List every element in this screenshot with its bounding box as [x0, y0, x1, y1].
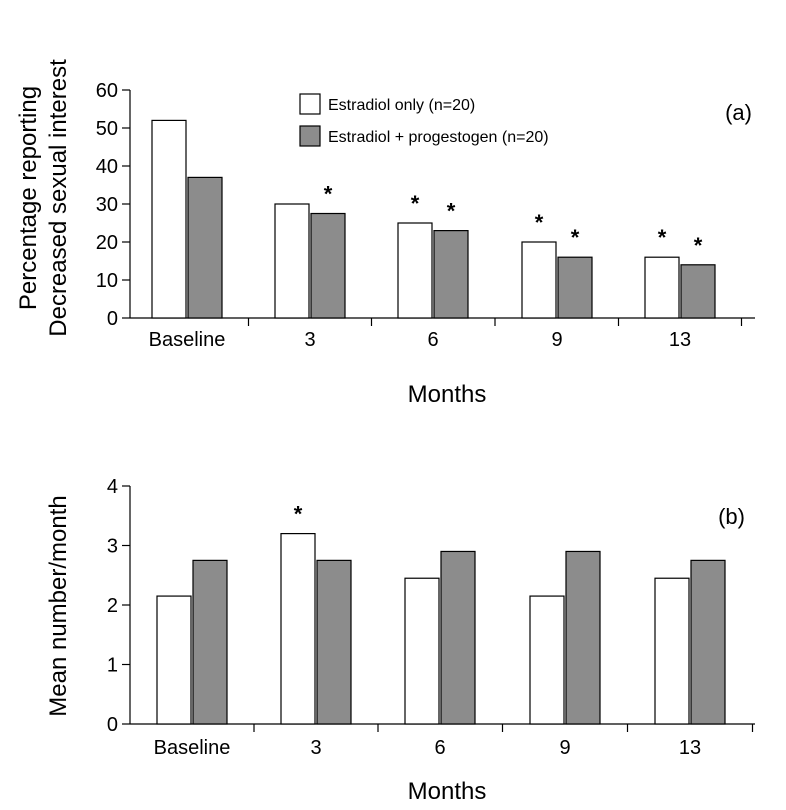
bar-estradiol-progestogen-6 — [433, 230, 469, 319]
x-tick-label: 13 — [669, 329, 691, 351]
bar-estradiol-only-6 — [397, 222, 433, 319]
legend-swatch — [299, 125, 321, 147]
x-axis-title: Months — [408, 381, 487, 408]
y-tick-label: 40 — [96, 156, 118, 178]
bar-estradiol-progestogen-3 — [316, 559, 352, 725]
bar-estradiol-progestogen-3 — [310, 212, 346, 319]
x-axis-title: Months — [408, 778, 487, 805]
bar-estradiol-progestogen-baseline — [192, 559, 228, 725]
y-tick-label: 60 — [96, 80, 118, 102]
significance-marker: * — [447, 199, 456, 224]
y-tick-label: 30 — [96, 194, 118, 216]
bar-estradiol-only-3 — [274, 203, 310, 319]
x-tick-label: Baseline — [154, 737, 231, 759]
significance-marker: * — [658, 225, 667, 250]
x-tick-label: 9 — [559, 737, 570, 759]
bar-estradiol-progestogen-13 — [690, 559, 726, 725]
bar-estradiol-progestogen-baseline — [187, 176, 223, 319]
chart-panel-a: 0 10 20 30 40 50 60 Baseline 3 6 9 13 * * * * * * * Months P… — [15, 59, 755, 408]
significance-marker: * — [324, 182, 333, 207]
y-tick-label: 50 — [96, 118, 118, 140]
bar-estradiol-only-9 — [529, 595, 565, 725]
bar-estradiol-only-13 — [654, 577, 690, 725]
x-tick-label: 13 — [679, 737, 701, 759]
bar-estradiol-progestogen-13 — [680, 264, 716, 319]
y-tick-label: 10 — [96, 270, 118, 292]
panel-label: (b) — [718, 504, 745, 529]
legend: Estradiol only (n=20) Estradiol + progest… — [299, 93, 549, 147]
x-tick-label: 3 — [304, 329, 315, 351]
y-axis-title: Decreased sexual interest — [45, 59, 72, 337]
bar-estradiol-progestogen-6 — [440, 550, 476, 725]
bar-estradiol-only-baseline — [156, 595, 192, 725]
significance-marker: * — [411, 191, 420, 216]
legend-label: Estradiol only (n=20) — [328, 97, 475, 114]
x-tick-label: 3 — [310, 737, 321, 759]
y-tick-label: 4 — [107, 476, 118, 498]
bar-estradiol-only-baseline — [151, 119, 187, 319]
legend-swatch — [299, 93, 321, 115]
significance-marker: * — [535, 210, 544, 235]
bar-estradiol-only-3 — [280, 532, 316, 725]
panel-label: (a) — [725, 100, 752, 125]
y-tick-label: 3 — [107, 536, 118, 558]
x-tick-label: 9 — [551, 329, 562, 351]
x-tick-label: 6 — [427, 329, 438, 351]
y-axis-title: Percentage reporting — [15, 86, 42, 310]
significance-marker: * — [294, 502, 303, 527]
y-tick-label: 20 — [96, 232, 118, 254]
legend-label: Estradiol + progestogen (n=20) — [328, 129, 549, 146]
y-axis-title: Mean number/month — [45, 495, 72, 716]
y-tick-label: 1 — [107, 655, 118, 677]
bar-estradiol-progestogen-9 — [557, 256, 593, 319]
bar-estradiol-only-6 — [404, 577, 440, 725]
significance-marker: * — [694, 233, 703, 258]
chart-panel-b: 0 1 2 3 4 Baseline 3 6 9 13 * Months Mean number/mon… — [45, 476, 755, 805]
bar-estradiol-progestogen-9 — [565, 550, 601, 725]
y-tick-label: 0 — [107, 308, 118, 330]
y-tick-label: 2 — [107, 595, 118, 617]
y-tick-label: 0 — [107, 714, 118, 736]
bar-estradiol-only-13 — [644, 256, 680, 319]
x-tick-label: Baseline — [149, 329, 226, 351]
significance-marker: * — [571, 225, 580, 250]
bar-estradiol-only-9 — [521, 241, 557, 319]
x-tick-label: 6 — [434, 737, 445, 759]
